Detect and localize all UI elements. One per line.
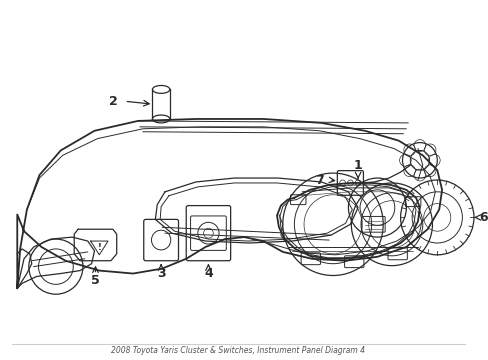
Text: !: ! (97, 243, 101, 252)
Text: 2: 2 (109, 95, 118, 108)
Text: 4: 4 (203, 267, 212, 280)
Text: 3: 3 (157, 267, 165, 280)
Text: 2008 Toyota Yaris Cluster & Switches, Instrument Panel Diagram 4: 2008 Toyota Yaris Cluster & Switches, In… (111, 346, 365, 355)
Text: 5: 5 (91, 274, 100, 287)
Text: 7: 7 (314, 174, 323, 186)
Text: 1: 1 (353, 159, 362, 172)
Text: 6: 6 (478, 211, 487, 224)
